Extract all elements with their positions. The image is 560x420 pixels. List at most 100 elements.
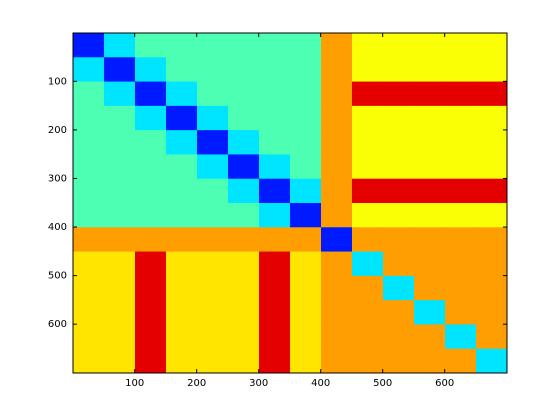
heat-cell (228, 130, 260, 155)
heat-cell (383, 275, 415, 301)
heat-cell (166, 81, 198, 107)
heat-cell (104, 33, 136, 58)
heat-cell (228, 348, 260, 374)
heat-cell (321, 227, 353, 253)
heat-cell (166, 154, 198, 180)
heat-cell (476, 81, 508, 107)
heat-cell (197, 251, 229, 277)
heat-cell (476, 57, 508, 83)
heat-cell (135, 227, 167, 253)
heat-cell (352, 57, 384, 83)
heat-cell (197, 324, 229, 350)
heat-cell (166, 251, 198, 277)
heat-cell (352, 348, 384, 374)
heat-cell (321, 81, 353, 107)
heat-cell (228, 324, 260, 350)
heat-cell (73, 81, 105, 107)
heat-cell (259, 130, 291, 155)
heat-cell (290, 251, 322, 277)
heat-cell (414, 178, 446, 204)
heat-cell (352, 275, 384, 301)
heat-cell (352, 178, 384, 204)
heat-cell (166, 203, 198, 228)
heat-cell (414, 203, 446, 228)
heat-cell (259, 348, 291, 374)
heat-cell (290, 33, 322, 58)
heat-cell (445, 227, 477, 253)
heat-cell (197, 203, 229, 228)
heat-cell (383, 81, 415, 107)
heat-cell (104, 105, 136, 131)
heat-cell (197, 57, 229, 83)
heat-cell (73, 178, 105, 204)
heat-cell (352, 227, 384, 253)
heat-cell (321, 300, 353, 325)
heat-cell (197, 105, 229, 131)
heat-cell (73, 251, 105, 277)
heat-cell (259, 300, 291, 325)
heat-cell (383, 251, 415, 277)
heat-cell (445, 130, 477, 155)
heat-cell (135, 81, 167, 107)
heat-cell (73, 227, 105, 253)
heat-cell (321, 275, 353, 301)
heat-cell (228, 81, 260, 107)
heat-cell (321, 130, 353, 155)
heat-cell (166, 348, 198, 374)
heat-cell (135, 203, 167, 228)
heat-cell (73, 300, 105, 325)
heat-cell (445, 105, 477, 131)
heat-cell (104, 130, 136, 155)
heat-cell (352, 324, 384, 350)
heat-cell (352, 154, 384, 180)
heat-cell (321, 178, 353, 204)
heat-cell (73, 324, 105, 350)
heatmap (73, 33, 508, 374)
heat-cell (104, 324, 136, 350)
heat-cell (414, 227, 446, 253)
heat-cell (414, 251, 446, 277)
heat-cell (259, 203, 291, 228)
heat-cell (228, 33, 260, 58)
heat-cell (321, 57, 353, 83)
heat-cell (414, 300, 446, 325)
heat-cell (73, 203, 105, 228)
heat-cell (414, 324, 446, 350)
heat-cell (228, 57, 260, 83)
heat-cell (166, 227, 198, 253)
heat-cell (445, 300, 477, 325)
heat-cell (383, 178, 415, 204)
heat-cell (476, 130, 508, 155)
heat-cell (383, 203, 415, 228)
heat-cell (352, 203, 384, 228)
heat-cell (104, 348, 136, 374)
heat-cell (259, 275, 291, 301)
heat-cell (104, 227, 136, 253)
heat-cell (383, 348, 415, 374)
heat-cell (414, 57, 446, 83)
heat-cell (135, 57, 167, 83)
heat-cell (414, 105, 446, 131)
heat-cell (73, 130, 105, 155)
heat-cell (352, 105, 384, 131)
heat-cell (228, 275, 260, 301)
heat-cell (135, 251, 167, 277)
heat-cell (228, 227, 260, 253)
heat-cell (321, 203, 353, 228)
heat-cell (104, 154, 136, 180)
heat-cell (104, 275, 136, 301)
heat-cell (290, 203, 322, 228)
heat-cell (383, 324, 415, 350)
heat-cell (259, 105, 291, 131)
heat-cell (228, 178, 260, 204)
heat-cell (73, 57, 105, 83)
heat-cell (476, 324, 508, 350)
heat-cell (197, 81, 229, 107)
heat-cell (445, 57, 477, 83)
heat-cell (321, 154, 353, 180)
heat-cell (352, 33, 384, 58)
heat-cell (290, 105, 322, 131)
heat-cell (445, 178, 477, 204)
heat-cell (73, 33, 105, 58)
